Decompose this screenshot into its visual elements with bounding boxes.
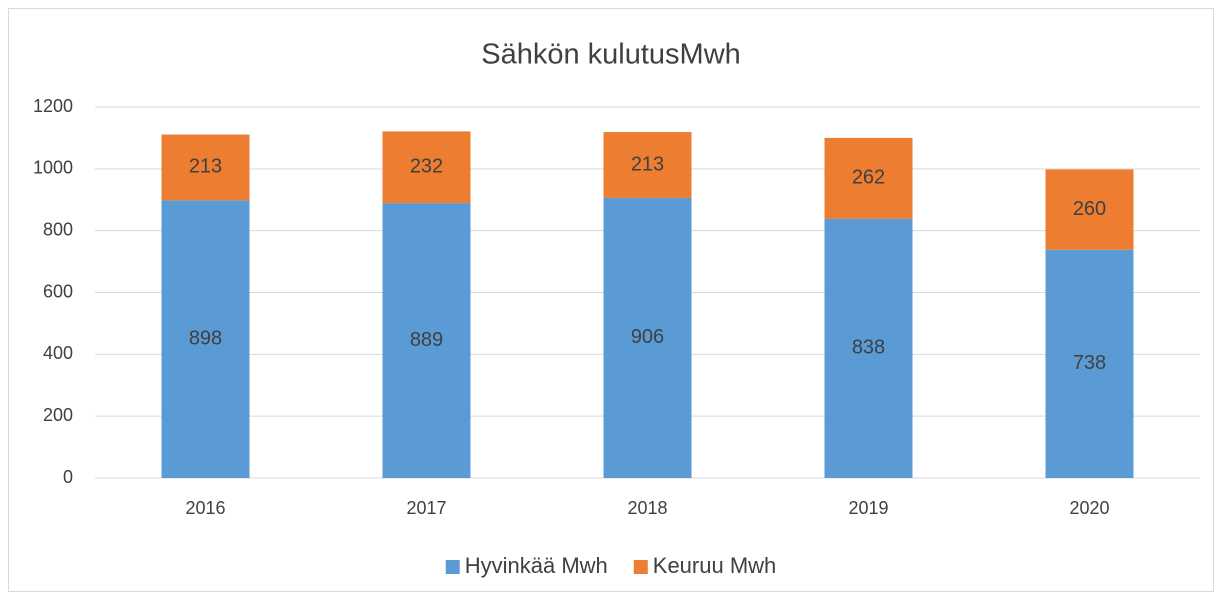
data-label: 906 (631, 326, 664, 348)
bar-segment (382, 131, 471, 204)
bar-segment (603, 132, 692, 198)
legend: Hyvinkää Mwh Keuruu Mwh (445, 553, 777, 578)
data-label: 262 (852, 167, 885, 189)
bar-segment (1045, 169, 1134, 250)
y-tick-label: 1200 (33, 96, 73, 116)
y-tick-label: 800 (43, 219, 73, 239)
y-tick-label: 1000 (33, 158, 73, 178)
bar-segment (161, 134, 250, 201)
x-tick-label: 2018 (627, 498, 667, 518)
y-tick-label: 0 (63, 467, 73, 487)
y-tick-label: 600 (43, 281, 73, 301)
data-label: 738 (1073, 352, 1106, 374)
plot: 898 213 889 232 906 213 838 262 738 260 (161, 131, 1134, 479)
y-tick-label: 200 (43, 405, 73, 425)
x-tick-label: 2016 (185, 498, 225, 518)
data-label: 889 (410, 329, 443, 351)
bar-segment (824, 218, 913, 478)
x-tick-label: 2019 (848, 498, 888, 518)
legend-swatch (445, 560, 460, 574)
data-label: 838 (852, 337, 885, 359)
data-label: 213 (189, 156, 222, 178)
data-label: 898 (189, 327, 222, 349)
bar-segment (382, 203, 471, 479)
data-label: 232 (410, 156, 443, 178)
x-tick-label: 2020 (1069, 498, 1109, 518)
bar-segment (161, 200, 250, 478)
data-label: 213 (631, 153, 664, 175)
y-tick-label: 400 (43, 343, 73, 363)
bar-segment (603, 197, 692, 478)
bar-segment (824, 137, 913, 219)
legend-label: Keuruu Mwh (653, 553, 777, 578)
chart-title: Sähkön kulutusMwh (481, 39, 741, 71)
legend-swatch (633, 560, 648, 574)
data-label: 260 (1073, 198, 1106, 220)
bar-segment (1045, 249, 1134, 478)
x-tick-label: 2017 (406, 498, 446, 518)
legend-label: Hyvinkää Mwh (465, 553, 608, 578)
